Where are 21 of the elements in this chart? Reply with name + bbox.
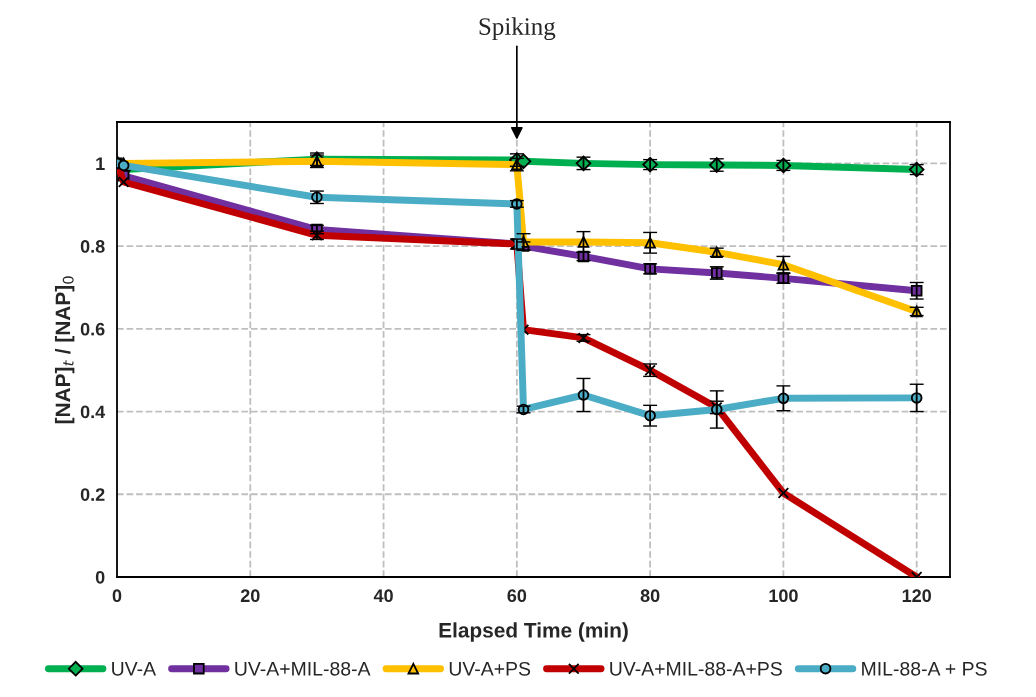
legend-label: UV-A [112, 662, 157, 676]
y-tick-label: 1 [96, 157, 105, 170]
x-tick-label: 20 [240, 589, 260, 603]
y-tick-label: 0 [95, 570, 105, 584]
x-tick-label: 0 [112, 589, 122, 603]
y-tick-label: 0.4 [80, 405, 106, 419]
y-tick-label: 0.6 [80, 322, 105, 336]
text: Spiking [479, 17, 556, 41]
legend-label: UV-A+PS [449, 661, 531, 676]
legend-label: UV-A+MIL-88-A+PS [610, 661, 782, 676]
y-tick-label: 0.8 [80, 240, 105, 253]
x-tick-label: 40 [373, 589, 393, 603]
x-axis-title: Elapsed Time (min) [439, 622, 628, 642]
x-tick-label: 120 [902, 589, 931, 603]
x-tick-label: 100 [769, 589, 798, 603]
y-axis-title: [NAP]$_{t}$ / [NAP]$_{0}$ [54, 276, 75, 424]
x-tick-label: 60 [507, 589, 527, 603]
legend-label: MIL-88-A + PS [862, 661, 987, 676]
x-tick-label: 80 [640, 589, 660, 603]
y-tick-label: 0.2 [80, 488, 105, 501]
legend-label: UV-A+MIL-88-A [235, 661, 371, 676]
